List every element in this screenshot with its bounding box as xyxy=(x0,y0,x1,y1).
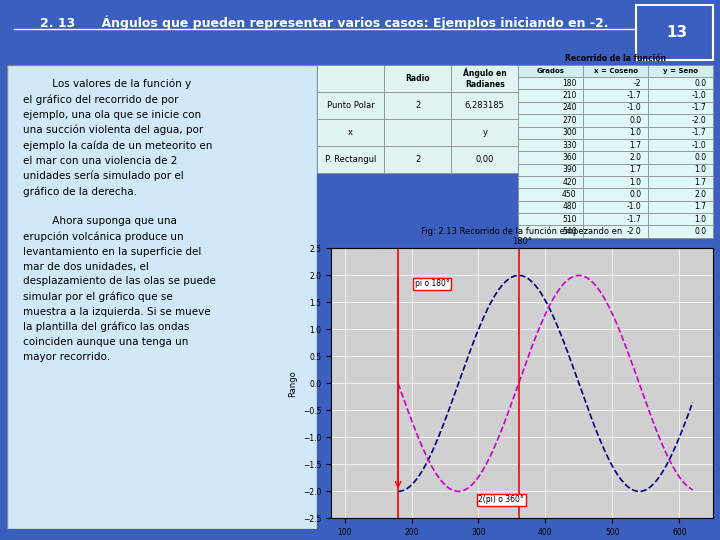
y = Seno xyxy=(688,487,697,493)
Text: 13: 13 xyxy=(666,25,688,40)
Line: x = Coseno: x = Coseno xyxy=(398,275,693,491)
x = Coseno xyxy=(514,272,523,279)
y = Seno xyxy=(394,380,402,387)
x = Coseno xyxy=(682,416,690,423)
Text: Los valores de la función y
el gráfico del recorrido de por
ejemplo, una ola que: Los valores de la función y el gráfico d… xyxy=(23,79,215,362)
y = Seno xyxy=(683,482,691,489)
x = Coseno xyxy=(536,289,545,295)
y = Seno xyxy=(454,488,463,495)
x = Coseno xyxy=(554,325,562,331)
x = Coseno xyxy=(394,488,402,495)
y = Seno xyxy=(570,273,578,280)
y = Seno xyxy=(536,322,545,329)
x = Coseno xyxy=(534,287,543,293)
Y-axis label: Rango: Rango xyxy=(289,370,297,397)
Title: Fig: 2.13 Recorrido de la función empezando en
180°: Fig: 2.13 Recorrido de la función empeza… xyxy=(421,226,623,246)
FancyBboxPatch shape xyxy=(7,65,317,529)
Text: Recorrido de la función: Recorrido de la función xyxy=(565,54,666,63)
y = Seno xyxy=(575,272,583,279)
y = Seno xyxy=(534,326,543,333)
x = Coseno xyxy=(570,367,578,373)
x = Coseno xyxy=(636,488,644,495)
y = Seno xyxy=(554,288,562,294)
Text: 2. 13      Ángulos que pueden representar varios casos: Ejemplos iniciando en -2: 2. 13 Ángulos que pueden representar var… xyxy=(40,16,608,30)
y = Seno xyxy=(636,384,645,391)
x = Coseno xyxy=(688,399,697,406)
Line: y = Seno: y = Seno xyxy=(398,275,693,491)
Text: 2(pi) o 360°: 2(pi) o 360° xyxy=(479,495,524,504)
Text: pi o 180°: pi o 180° xyxy=(415,279,449,288)
FancyBboxPatch shape xyxy=(636,5,713,59)
